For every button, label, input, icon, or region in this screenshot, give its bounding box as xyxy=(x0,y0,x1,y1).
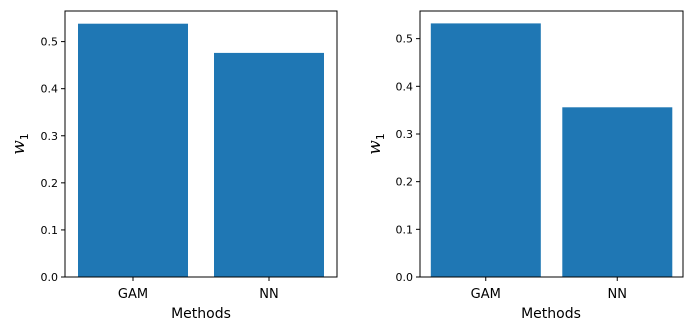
y-axis-label: w1 xyxy=(9,133,31,155)
x-axis-label: Methods xyxy=(171,306,231,320)
x-tick-label: GAM xyxy=(118,287,148,302)
y-tick-label: 0.1 xyxy=(396,223,414,236)
y-axis-label-subscript: 1 xyxy=(374,133,387,140)
bars xyxy=(78,23,324,278)
chart-left: 0.0 0.1 0.2 0.3 0.4 0.5 GAM NN Methods w1 xyxy=(9,10,338,320)
y-tick-label: 0.5 xyxy=(396,33,414,46)
y-axis-label-subscript: 1 xyxy=(18,133,31,140)
bar-gam xyxy=(78,23,188,278)
y-tick-label: 0.0 xyxy=(41,271,59,284)
y-tick-label: 0.4 xyxy=(396,80,414,93)
plot-frame xyxy=(64,10,338,278)
y-ticks: 0.0 0.1 0.2 0.3 0.4 0.5 xyxy=(396,33,420,284)
x-axis-label: Methods xyxy=(521,306,581,320)
y-axis-label: w1 xyxy=(365,133,387,155)
y-tick-label: 0.5 xyxy=(41,36,59,49)
y-tick-label: 0.3 xyxy=(396,128,414,141)
x-tick-label: GAM xyxy=(471,287,501,302)
y-tick-label: 0.4 xyxy=(41,83,59,96)
y-ticks: 0.0 0.1 0.2 0.3 0.4 0.5 xyxy=(41,36,65,284)
x-tick-label: NN xyxy=(259,287,278,302)
bars xyxy=(430,23,673,278)
bar-nn xyxy=(214,52,324,278)
y-tick-label: 0.2 xyxy=(41,177,59,190)
y-axis-label-main: w xyxy=(9,140,29,155)
y-tick-label: 0.0 xyxy=(396,271,414,284)
x-ticks: GAM NN xyxy=(471,277,627,302)
x-ticks: GAM NN xyxy=(118,277,279,302)
bar-nn xyxy=(562,107,673,277)
plot-frame xyxy=(419,10,684,278)
y-tick-label: 0.2 xyxy=(396,176,414,189)
y-tick-label: 0.1 xyxy=(41,224,59,237)
y-tick-label: 0.3 xyxy=(41,130,59,143)
bar-gam xyxy=(430,23,541,278)
x-tick-label: NN xyxy=(608,287,627,302)
chart-right: 0.0 0.1 0.2 0.3 0.4 0.5 GAM NN Methods w1 xyxy=(365,10,684,320)
y-axis-label-main: w xyxy=(365,140,385,155)
